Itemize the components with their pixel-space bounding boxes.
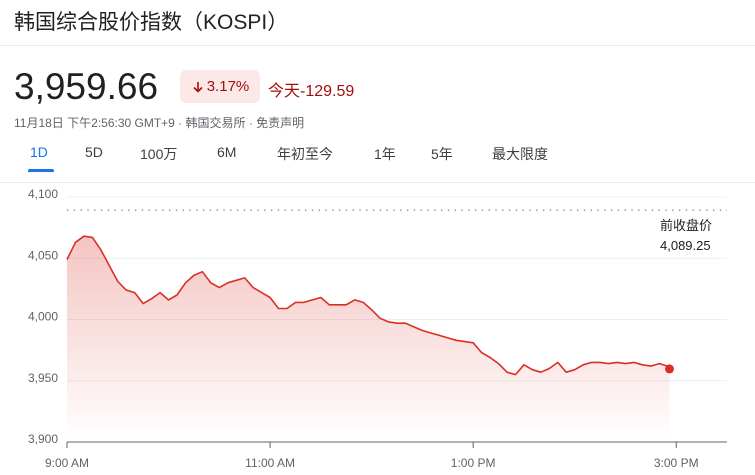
down-arrow: [193, 81, 203, 93]
last-point: [664, 364, 674, 374]
title: 韩国综合股价指数（KOSPI）: [14, 11, 289, 34]
change-badge: 3.17%: [180, 70, 260, 103]
y-tick-label: 4,100: [28, 187, 58, 201]
x-tick-label: 1:00 PM: [451, 456, 496, 470]
area: [67, 236, 670, 442]
y-tick-label: 3,900: [28, 432, 58, 446]
tab[interactable]: 6M: [217, 144, 237, 160]
reference-text: 前收盘价: [660, 218, 713, 233]
tab[interactable]: 5年: [431, 146, 453, 162]
tab-indicator: [28, 169, 54, 172]
x-tick-label: 9:00 AM: [45, 456, 89, 470]
divider: [0, 45, 755, 46]
meta: 11月18日 下午2:56:30 GMT+9 · 韩国交易所 · 免责声明: [14, 116, 305, 130]
change-pct: 3.17%: [206, 78, 250, 95]
tab[interactable]: 100万: [140, 146, 178, 162]
tab[interactable]: 5D: [85, 144, 103, 160]
x-tick-label: 11:00 AM: [245, 456, 295, 470]
reference-label: 前收盘价 4,089.25: [660, 216, 742, 256]
y-tick-label: 4,000: [28, 310, 58, 324]
y-tick-label: 3,950: [28, 371, 58, 385]
price: 3,959.66: [14, 66, 159, 107]
tab[interactable]: 1D: [30, 144, 48, 160]
tab[interactable]: 1年: [374, 146, 396, 162]
tab[interactable]: 年初至今: [277, 146, 333, 162]
separator: [0, 182, 755, 183]
reference-value: 4,089.25: [660, 238, 711, 253]
change-today: 今天-129.59: [268, 83, 355, 100]
tab[interactable]: 最大限度: [492, 146, 548, 162]
y-tick-label: 4,050: [28, 248, 58, 262]
x-tick-label: 3:00 PM: [654, 456, 699, 470]
line: [66, 235, 671, 376]
